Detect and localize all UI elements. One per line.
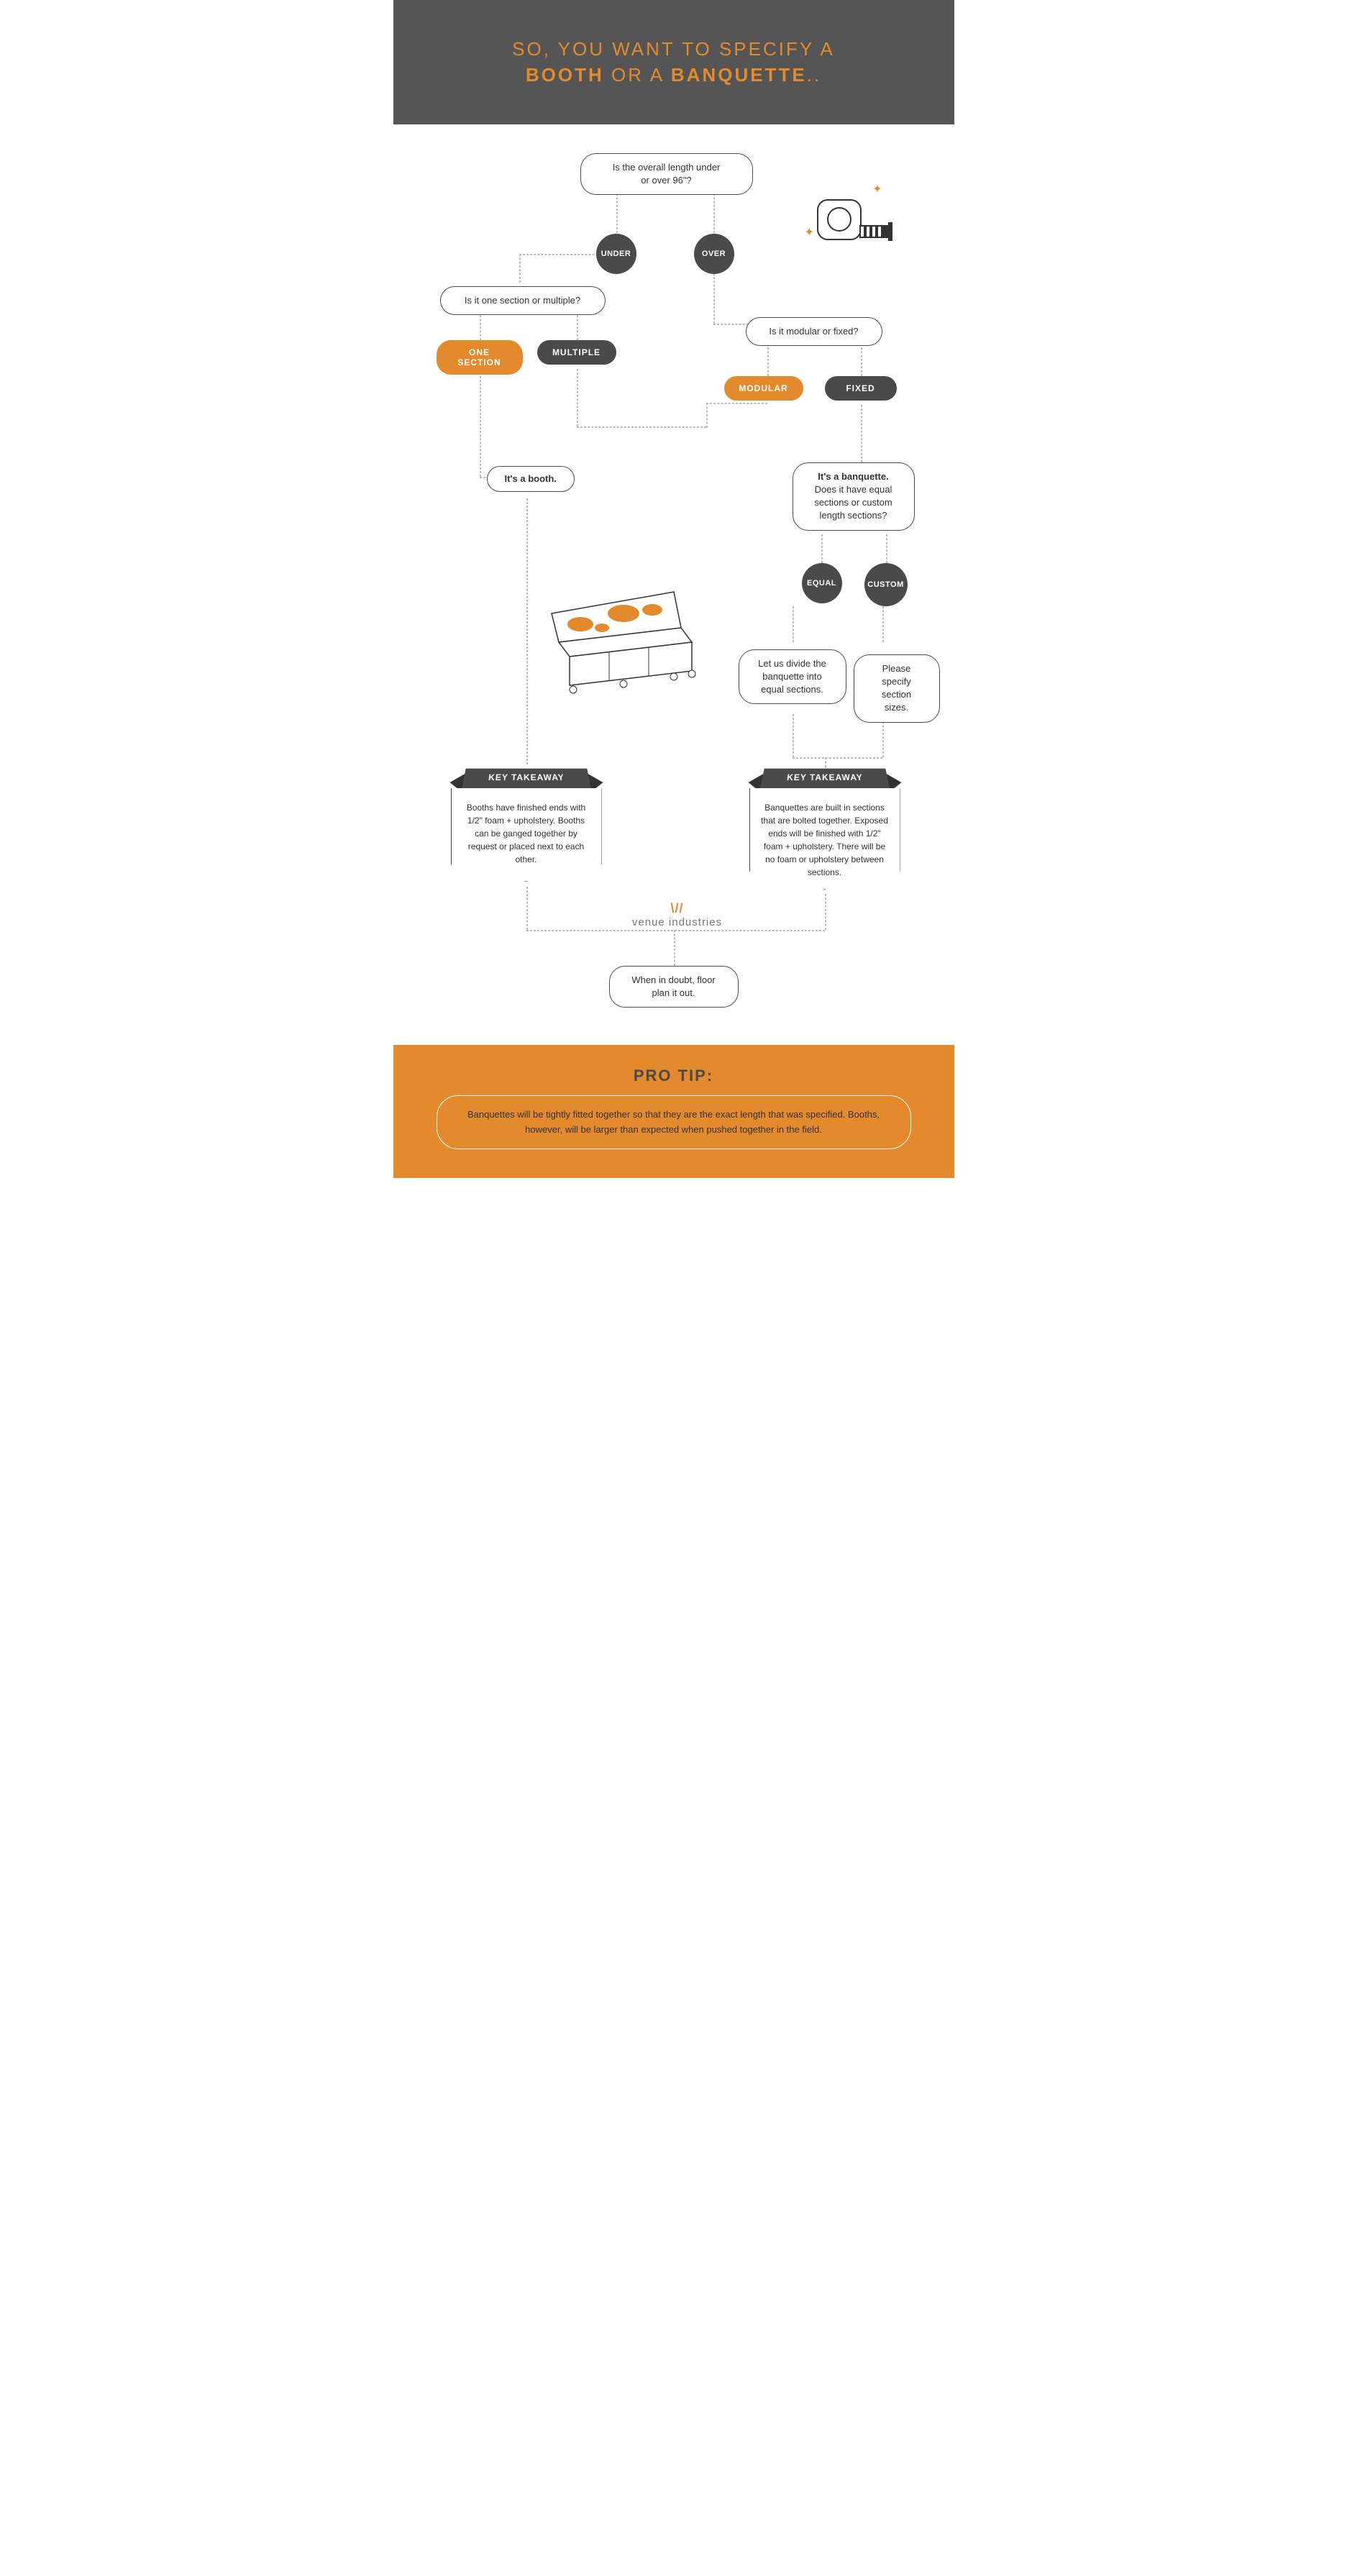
divide-text: Let us divide the banquette into equal s… (758, 658, 826, 695)
multiple-label: MULTIPLE (552, 347, 601, 357)
header-tail: .. (807, 64, 821, 86)
node-specify-sizes: Please specify section sizes. (854, 654, 940, 723)
header-title: SO, YOU WANT TO SPECIFY A BOOTH OR A BAN… (408, 36, 940, 88)
node-divide-equal: Let us divide the banquette into equal s… (739, 649, 846, 705)
takeaway-banquette: KEY TAKEAWAY Banquettes are built in sec… (749, 768, 900, 890)
under-label: UNDER (601, 250, 631, 258)
header-or: OR A (611, 64, 671, 86)
connector (480, 311, 481, 340)
q-modular-text: Is it modular or fixed? (769, 326, 858, 337)
pill-one-section: ONE SECTION (437, 340, 523, 375)
booth-illustration (530, 570, 710, 700)
circle-custom: CUSTOM (864, 563, 908, 606)
booth-text: It's a booth. (505, 473, 557, 484)
connector (616, 190, 618, 233)
takeaway-booth: KEY TAKEAWAY Booths have finished ends w… (451, 768, 602, 882)
takeaway-label: KEY TAKEAWAY (786, 772, 863, 782)
connector (577, 369, 578, 426)
header-pre: SO, YOU WANT TO SPECIFY A (512, 38, 835, 60)
connector (577, 426, 706, 428)
takeaway-label: KEY TAKEAWAY (488, 772, 565, 782)
connector (706, 403, 767, 404)
pro-tip-body: Banquettes will be tightly fitted togeth… (437, 1095, 911, 1150)
connector (519, 254, 521, 283)
takeaway-banner: KEY TAKEAWAY (462, 768, 591, 788)
connector (674, 930, 675, 966)
pro-tip-title: PRO TIP: (437, 1067, 911, 1085)
logo-mark: \// (631, 901, 724, 916)
tape-measure-icon: ✦ ✦ (811, 189, 897, 254)
when-in-doubt: When in doubt, floor plan it out. (609, 966, 739, 1008)
connector (713, 190, 715, 233)
result-banquette: It's a banquette. Does it have equal sec… (793, 462, 915, 531)
pill-modular: MODULAR (724, 376, 803, 401)
brand-logo: \// venue industries (631, 901, 724, 928)
connector (713, 273, 715, 324)
header-banquette: BANQUETTE (671, 64, 807, 86)
doubt-text: When in doubt, floor plan it out. (631, 974, 715, 998)
q-length: Is the overall length underor over 96"? (580, 153, 753, 195)
equal-label: EQUAL (807, 579, 836, 588)
pill-multiple: MULTIPLE (537, 340, 616, 365)
header-banner: SO, YOU WANT TO SPECIFY A BOOTH OR A BAN… (393, 0, 954, 124)
circle-over: OVER (694, 234, 734, 274)
connector (480, 369, 481, 477)
q-sections: Is it one section or multiple? (440, 286, 606, 315)
sparkle-icon: ✦ (872, 182, 882, 196)
connector (577, 311, 578, 340)
q-length-text: Is the overall length underor over 96"? (613, 162, 721, 186)
fixed-label: FIXED (846, 383, 875, 393)
over-label: OVER (702, 250, 726, 258)
connector (825, 894, 826, 930)
connector (882, 606, 884, 642)
connector (793, 606, 794, 642)
q-modular: Is it modular or fixed? (746, 317, 882, 346)
logo-text: venue industries (631, 916, 724, 928)
connector (526, 930, 825, 931)
connector (706, 403, 708, 428)
connector (886, 534, 887, 563)
connector (526, 498, 528, 764)
banquette-rest: Does it have equal sections or custom le… (814, 484, 892, 521)
header-booth: BOOTH (526, 64, 604, 86)
connector (861, 405, 862, 462)
pill-fixed: FIXED (825, 376, 897, 401)
specify-text: Please specify section sizes. (882, 663, 911, 713)
custom-label: CUSTOM (867, 580, 903, 589)
banquette-bold: It's a banquette. (818, 471, 888, 482)
takeaway-banquette-body: Banquettes are built in sections that ar… (749, 788, 900, 890)
circle-equal: EQUAL (802, 563, 842, 603)
sparkle-icon: ✦ (805, 225, 814, 239)
takeaway-booth-body: Booths have finished ends with 1/2" foam… (451, 788, 602, 882)
one-section-label: ONE SECTION (457, 347, 501, 367)
modular-label: MODULAR (739, 383, 787, 393)
connector (861, 347, 862, 376)
connector (793, 757, 882, 759)
connector (526, 887, 528, 930)
connector (821, 534, 823, 563)
flowchart-area: Is the overall length underor over 96"? … (393, 124, 954, 1045)
result-booth: It's a booth. (487, 466, 575, 492)
q-sections-text: Is it one section or multiple? (465, 295, 580, 306)
circle-under: UNDER (596, 234, 636, 274)
connector (767, 347, 769, 376)
connector (793, 714, 794, 757)
footer-pro-tip: PRO TIP: Banquettes will be tightly fitt… (393, 1045, 954, 1179)
takeaway-banner: KEY TAKEAWAY (760, 768, 890, 788)
